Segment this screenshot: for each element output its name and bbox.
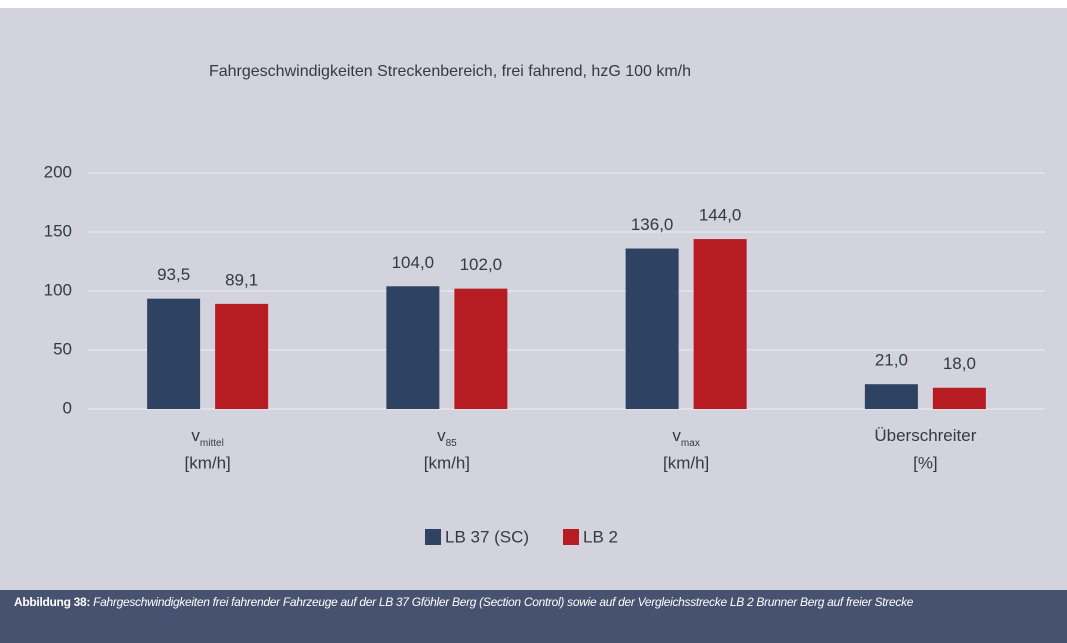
chart: Fahrgeschwindigkeiten Streckenbereich, f…: [0, 8, 1067, 590]
x-tick-label-main: v: [672, 426, 681, 445]
value-label: 136,0: [631, 215, 674, 234]
chart-title: Fahrgeschwindigkeiten Streckenbereich, f…: [209, 63, 691, 80]
legend-swatch: [425, 529, 441, 545]
x-tick-label: v85: [437, 426, 457, 448]
bar: [864, 384, 918, 409]
value-label: 93,5: [157, 265, 190, 284]
value-label: 89,1: [225, 270, 258, 289]
y-tick-label: 50: [53, 339, 72, 358]
bar: [386, 286, 440, 409]
value-label: 18,0: [943, 354, 976, 373]
x-tick-label: vmax: [672, 426, 699, 448]
bar: [215, 303, 269, 409]
value-label: 21,0: [875, 351, 908, 370]
x-tick-label: Überschreiter: [874, 426, 976, 445]
value-label: 104,0: [392, 253, 435, 272]
bar: [625, 248, 679, 409]
y-tick-label: 0: [63, 398, 72, 417]
bar: [932, 387, 986, 409]
x-tick-label-main: Überschreiter: [874, 426, 976, 445]
value-label: 144,0: [699, 206, 742, 225]
x-tick-label-subscript: mittel: [200, 438, 224, 449]
caption: Abbildung 38: Fahrgeschwindigkeiten frei…: [0, 590, 1067, 643]
legend-swatch: [563, 529, 579, 545]
x-tick-unit: [km/h]: [424, 453, 470, 472]
x-tick-unit: [km/h]: [184, 453, 230, 472]
legend-label: LB 2: [583, 527, 618, 546]
x-tick-label: vmittel: [191, 426, 223, 448]
x-tick-unit: [km/h]: [663, 453, 709, 472]
x-tick-label-subscript: 85: [446, 438, 458, 449]
bar: [693, 239, 747, 409]
x-tick-label-main: v: [191, 426, 200, 445]
bar: [147, 298, 201, 409]
x-tick-unit: [%]: [913, 453, 938, 472]
x-tick-label-subscript: max: [681, 438, 700, 449]
bar: [454, 288, 508, 409]
y-tick-label: 200: [44, 162, 72, 181]
y-tick-label: 100: [44, 280, 72, 299]
y-tick-label: 150: [44, 221, 72, 240]
legend-label: LB 37 (SC): [445, 527, 529, 546]
value-label: 102,0: [460, 255, 503, 274]
x-tick-label-main: v: [437, 426, 446, 445]
caption-text: Fahrgeschwindigkeiten frei fahrender Fah…: [93, 595, 914, 609]
caption-label: Abbildung 38:: [14, 595, 91, 609]
